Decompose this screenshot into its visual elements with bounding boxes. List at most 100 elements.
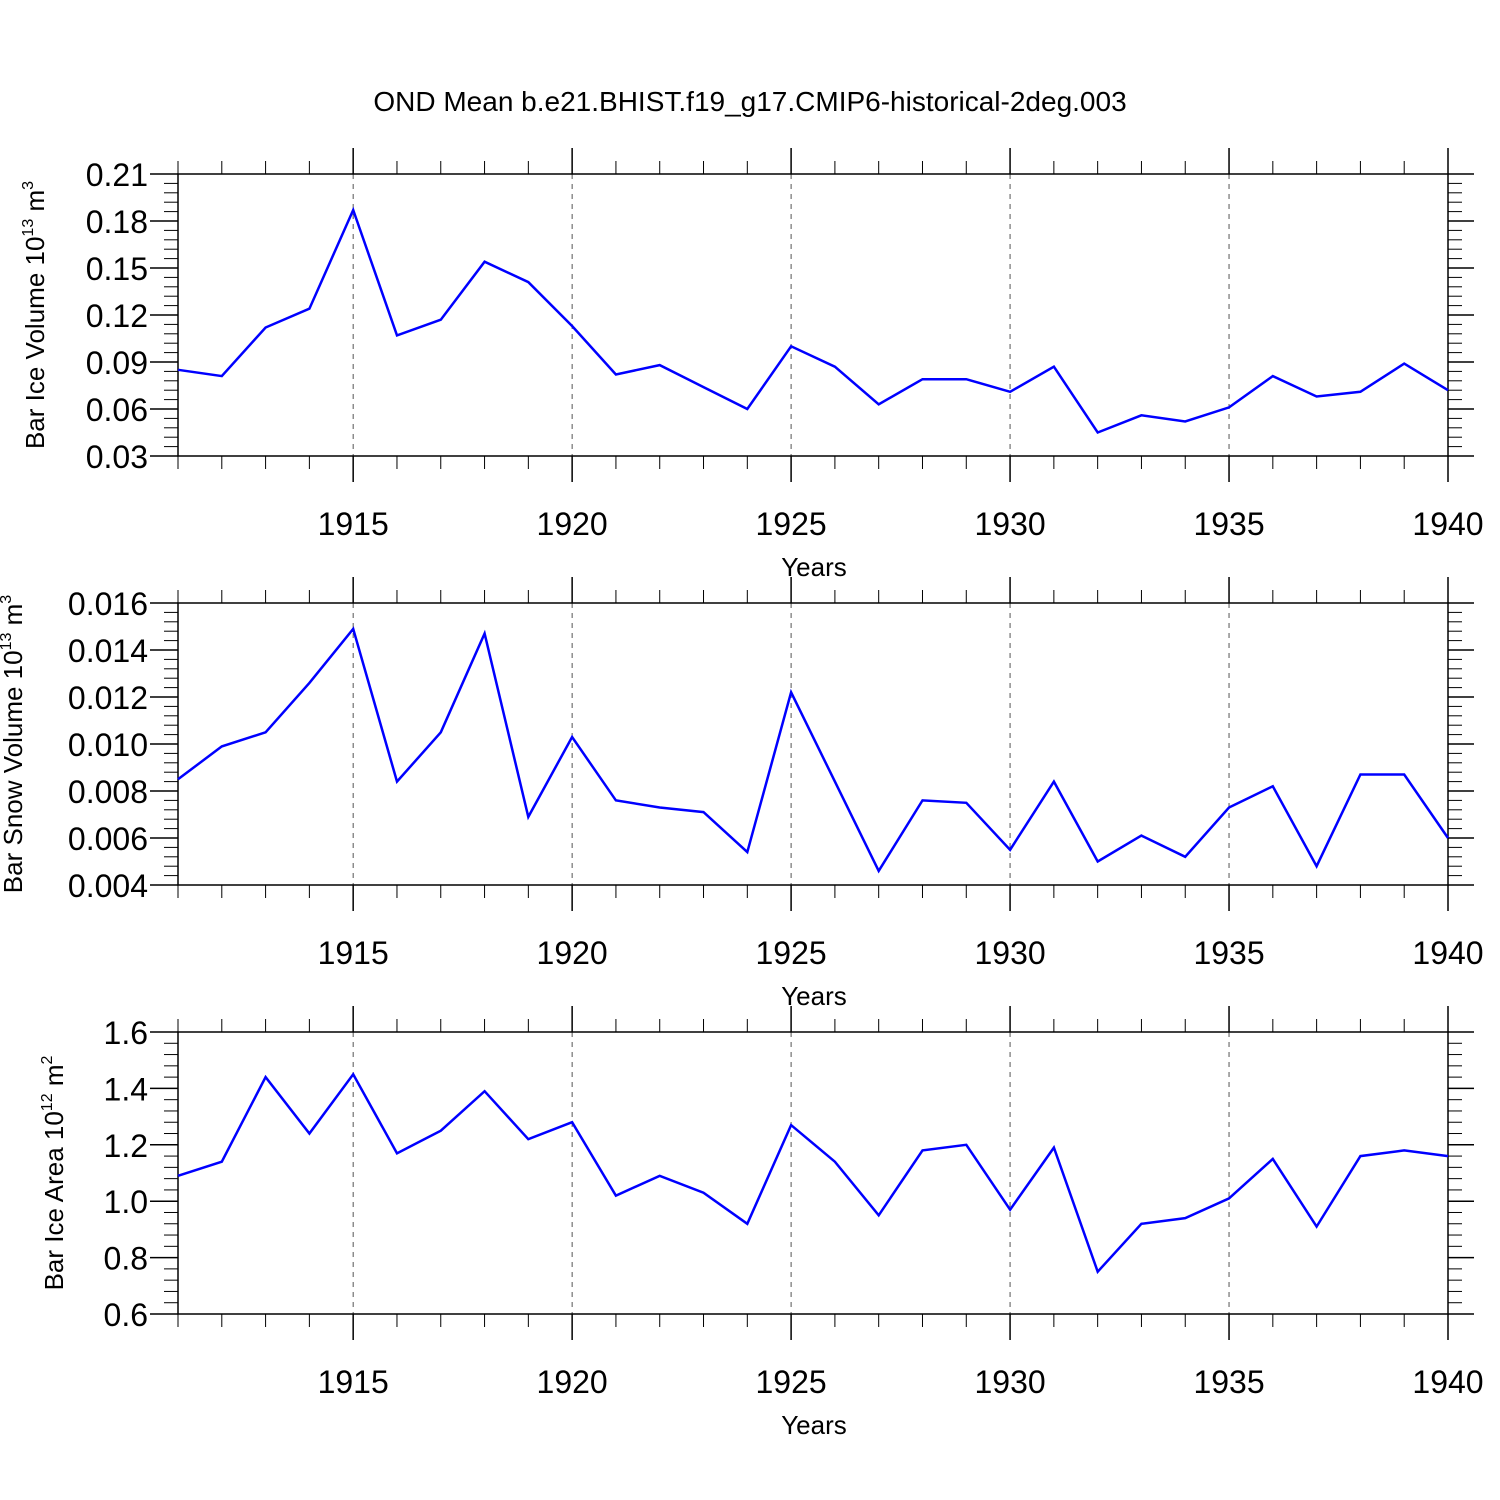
y-tick-label: 0.12 [86,298,148,334]
data-point [833,1160,837,1164]
data-point [920,798,924,802]
data-point [1183,855,1187,859]
plot-frame [177,173,1449,457]
y-axis-label-superscript: 3 [20,181,37,190]
y-axis-label-part: Bar Ice Volume 10 [20,237,50,449]
data-point [307,307,311,311]
y-axis-label: Bar Snow Volume 1013 m3 [0,595,28,894]
data-point [1446,388,1450,392]
data-point [307,681,311,685]
y-tick-label: 1.0 [104,1184,148,1220]
plot-frame [177,602,1449,886]
data-point [789,1123,793,1127]
chart-panel-1: 0.03 0.06 0.09 0.12 0.15 0.18 0.21 1915 1920 1925… [20,148,1484,582]
data-point [1358,1154,1362,1158]
data-point [1402,362,1406,366]
y-tick-label: 0.8 [104,1241,148,1277]
data-point [658,805,662,809]
data-point [176,777,180,781]
y-axis-label-part: Bar Ice Area 10 [39,1111,69,1290]
data-point [1008,390,1012,394]
y-tick-label: 0.008 [68,774,148,810]
y-tick-label: 0.03 [86,439,148,475]
y-axis-label-superscript: 12 [39,1093,56,1111]
x-tick-label: 1920 [537,1364,608,1400]
data-point [1358,390,1362,394]
data-point [220,744,224,748]
data-point [1315,394,1319,398]
x-tick-label: 1920 [537,506,608,542]
chart-panel-2: 0.004 0.006 0.008 0.010 0.012 0.014 0.016 1915 1… [0,577,1484,1011]
data-point [526,280,530,284]
data-point [220,374,224,378]
x-tick-label: 1925 [756,1364,827,1400]
y-tick-label: 0.004 [68,868,148,904]
data-point [1227,1196,1231,1200]
data-point [1446,836,1450,840]
series-line [177,206,1449,435]
data-point [395,333,399,337]
y-tick-label: 1.2 [104,1128,148,1164]
data-point [439,730,443,734]
data-point [1096,1270,1100,1274]
data-point [1227,805,1231,809]
data-point [789,690,793,694]
x-tick-label: 1915 [318,1364,389,1400]
data-point [614,798,618,802]
data-point [833,365,837,369]
data-point [176,368,180,372]
data-point [1052,780,1056,784]
data-point [702,385,706,389]
data-point [1271,1157,1275,1161]
data-point [1358,773,1362,777]
data-point [570,1120,574,1124]
y-tick-label: 0.016 [68,586,148,622]
data-point [1096,860,1100,864]
x-tick-label: 1930 [974,1364,1045,1400]
data-point [1052,365,1056,369]
x-tick-label: 1935 [1193,935,1264,971]
x-tick-label: 1915 [318,935,389,971]
y-tick-label: 0.010 [68,727,148,763]
y-tick-label: 0.21 [86,157,148,193]
y-tick-label: 0.012 [68,680,148,716]
data-point [1271,374,1275,378]
x-tick-label: 1915 [318,506,389,542]
y-tick-label: 0.006 [68,821,148,857]
y-axis-label-part: m [39,1064,69,1093]
data-point [1402,1148,1406,1152]
data-point [1052,1146,1056,1150]
data-point [483,1089,487,1093]
x-tick-label: 1930 [974,506,1045,542]
data-point [1315,864,1319,868]
data-point [220,1160,224,1164]
data-point [395,780,399,784]
y-axis-label-superscript: 3 [0,595,15,604]
data-point [877,869,881,873]
chart-panels: 0.03 0.06 0.09 0.12 0.15 0.18 0.21 1915 1920 1925… [0,148,1484,1440]
data-point [526,815,530,819]
data-point [264,730,268,734]
x-tick-label: 1920 [537,935,608,971]
data-point [920,1148,924,1152]
data-point [745,1222,749,1226]
y-axis-label-superscript: 13 [20,219,37,237]
x-tick-label: 1935 [1193,1364,1264,1400]
x-tick-label: 1930 [974,935,1045,971]
data-point [833,780,837,784]
data-point [1446,1154,1450,1158]
series-line [177,1071,1449,1275]
data-point [877,402,881,406]
y-tick-label: 0.014 [68,633,148,669]
x-tick-label: 1940 [1412,506,1483,542]
y-axis-label: Bar Ice Volume 1013 m3 [20,181,50,449]
data-point [483,632,487,636]
y-axis-label-superscript: 13 [0,632,15,650]
data-point [395,1151,399,1155]
data-point [614,373,618,377]
y-axis-label-part: m [20,190,50,219]
data-point [1008,1208,1012,1212]
data-point [614,1194,618,1198]
x-axis-label: Years [781,1410,847,1440]
data-point [351,208,355,212]
